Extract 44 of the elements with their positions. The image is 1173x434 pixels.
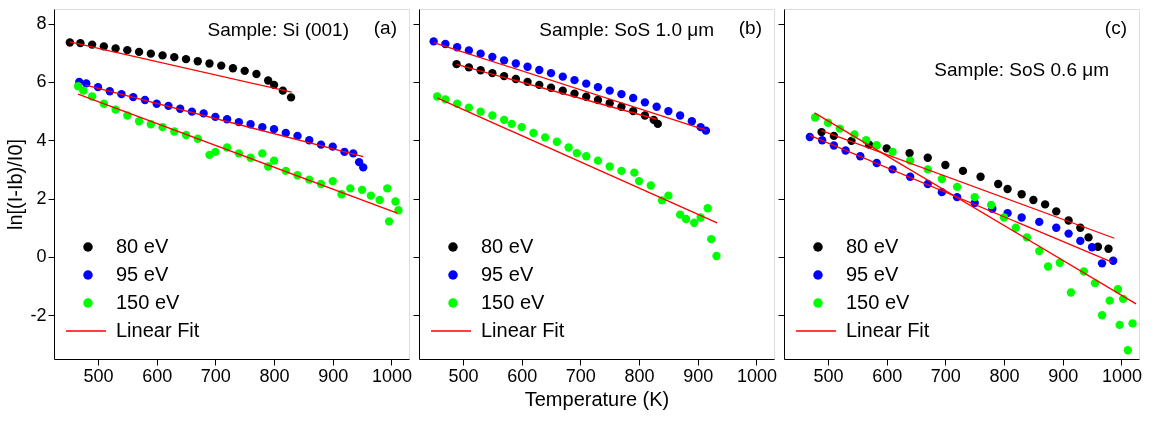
y-tick-label: 0 [36, 246, 47, 267]
y-tick-label: 8 [36, 13, 47, 34]
annotation: (c) [1104, 17, 1127, 38]
x-tick-label: 500 [448, 365, 479, 386]
x-tick-label: 600 [507, 365, 538, 386]
x-tick-label: 1000 [371, 365, 412, 386]
legend-label: Linear Fit [116, 319, 200, 341]
x-tick-label: 900 [1048, 365, 1079, 386]
legend-label: 150 eV [116, 291, 181, 313]
legend-label: 95 eV [481, 263, 534, 285]
x-tick-label: 800 [259, 365, 290, 386]
y-tick-label: -2 [30, 304, 47, 325]
x-tick-label: 700 [200, 365, 231, 386]
legend-label: 80 eV [481, 235, 534, 257]
x-tick-label: 1000 [1101, 365, 1142, 386]
x-tick-label: 600 [872, 365, 903, 386]
annotation: Sample: SoS 0.6 μm [934, 59, 1109, 80]
legend-label: 95 eV [846, 263, 899, 285]
legend-label: Linear Fit [481, 319, 565, 341]
x-tick-label: 700 [930, 365, 961, 386]
legend-label: 80 eV [846, 235, 899, 257]
x-tick-label: 500 [813, 365, 844, 386]
legend-label: 80 eV [116, 235, 169, 257]
x-tick-label: 700 [565, 365, 596, 386]
annotation: Sample: Si (001) [207, 19, 349, 40]
y-tick-label: 2 [36, 188, 47, 209]
x-tick-label: 800 [624, 365, 655, 386]
annotation: Sample: SoS 1.0 μm [539, 19, 714, 40]
x-tick-label: 900 [318, 365, 349, 386]
annotation: (b) [738, 17, 762, 38]
x-tick-label: 900 [683, 365, 714, 386]
x-axis-title: Temperature (K) [524, 387, 670, 410]
legend-label: Linear Fit [846, 319, 930, 341]
y-axis-title: ln[(I-Ib)/I0] [4, 138, 27, 231]
legend-label: 95 eV [116, 263, 169, 285]
y-tick-label: 6 [36, 71, 47, 92]
x-tick-label: 800 [989, 365, 1020, 386]
x-tick-label: 500 [83, 365, 114, 386]
legend-label: 150 eV [481, 291, 546, 313]
x-tick-label: 600 [142, 365, 173, 386]
x-tick-label: 1000 [736, 365, 777, 386]
y-tick-label: 4 [36, 129, 47, 150]
annotation: (a) [373, 17, 397, 38]
legend-label: 150 eV [846, 291, 911, 313]
